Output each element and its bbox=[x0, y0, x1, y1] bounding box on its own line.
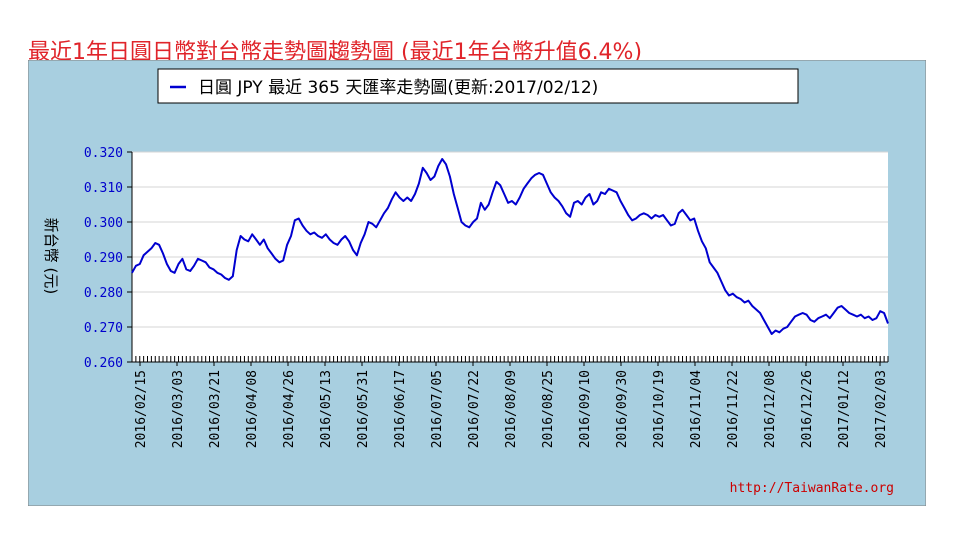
x-tick-label: 2016/04/08 bbox=[245, 370, 260, 448]
x-tick-label: 2017/01/12 bbox=[837, 370, 852, 448]
x-tick-label: 2016/03/03 bbox=[171, 370, 186, 448]
chart-frame: 0.260 0.270 0.280 0.290 0.300 0.310 0.320 2016… bbox=[28, 60, 926, 506]
y-tick-label: 0.310 bbox=[84, 181, 123, 196]
y-tick-labels: 0.260 0.270 0.280 0.290 0.300 0.310 0.320 bbox=[84, 146, 132, 371]
grid-lines bbox=[132, 151, 888, 328]
x-tick-label: 2016/12/08 bbox=[763, 370, 778, 448]
series-line-jpy bbox=[131, 158, 889, 335]
x-tick-label: 2016/11/22 bbox=[726, 370, 741, 448]
x-tick-label: 2016/07/05 bbox=[430, 370, 445, 448]
x-tick-label: 2016/08/25 bbox=[541, 370, 556, 448]
x-tick-label: 2017/02/03 bbox=[874, 370, 889, 448]
x-tick-label: 2016/07/22 bbox=[467, 370, 482, 448]
y-axis-label: 新台幣 (元) bbox=[42, 218, 60, 294]
source-url: http://TaiwanRate.org bbox=[730, 481, 894, 496]
legend-label: 日圓 JPY 最近 365 天匯率走勢圖(更新:2017/02/12) bbox=[198, 78, 598, 98]
x-tick-label: 2016/08/09 bbox=[504, 370, 519, 448]
y-tick-label: 0.300 bbox=[84, 216, 123, 231]
x-tick-label: 2016/12/26 bbox=[800, 370, 815, 448]
x-tick-label: 2016/09/30 bbox=[615, 370, 630, 448]
x-minor-ticks bbox=[131, 356, 889, 362]
y-tick-label: 0.320 bbox=[84, 146, 123, 161]
x-tick-label: 2016/09/10 bbox=[578, 370, 593, 448]
y-tick-label: 0.270 bbox=[84, 321, 123, 336]
x-tick-label: 2016/06/17 bbox=[393, 370, 408, 448]
x-tick-label: 2016/05/31 bbox=[356, 370, 371, 448]
y-tick-label: 0.290 bbox=[84, 251, 123, 266]
x-tick-label: 2016/04/26 bbox=[282, 370, 297, 448]
exchange-rate-chart: 0.260 0.270 0.280 0.290 0.300 0.310 0.320 2016… bbox=[28, 60, 926, 506]
y-tick-label: 0.260 bbox=[84, 356, 123, 371]
y-tick-label: 0.280 bbox=[84, 286, 123, 301]
x-tick-label: 2016/11/04 bbox=[689, 370, 704, 448]
x-tick-label: 2016/10/19 bbox=[652, 370, 667, 448]
x-tick-label: 2016/05/13 bbox=[319, 370, 334, 448]
legend-box bbox=[157, 68, 799, 104]
x-tick-labels: 2016/02/15 2016/03/03 2016/03/21 2016/04/08… bbox=[134, 362, 889, 448]
legend: 日圓 JPY 最近 365 天匯率走勢圖(更新:2017/02/12) bbox=[157, 68, 799, 104]
x-tick-label: 2016/03/21 bbox=[208, 370, 223, 448]
x-tick-label: 2016/02/15 bbox=[134, 370, 149, 448]
